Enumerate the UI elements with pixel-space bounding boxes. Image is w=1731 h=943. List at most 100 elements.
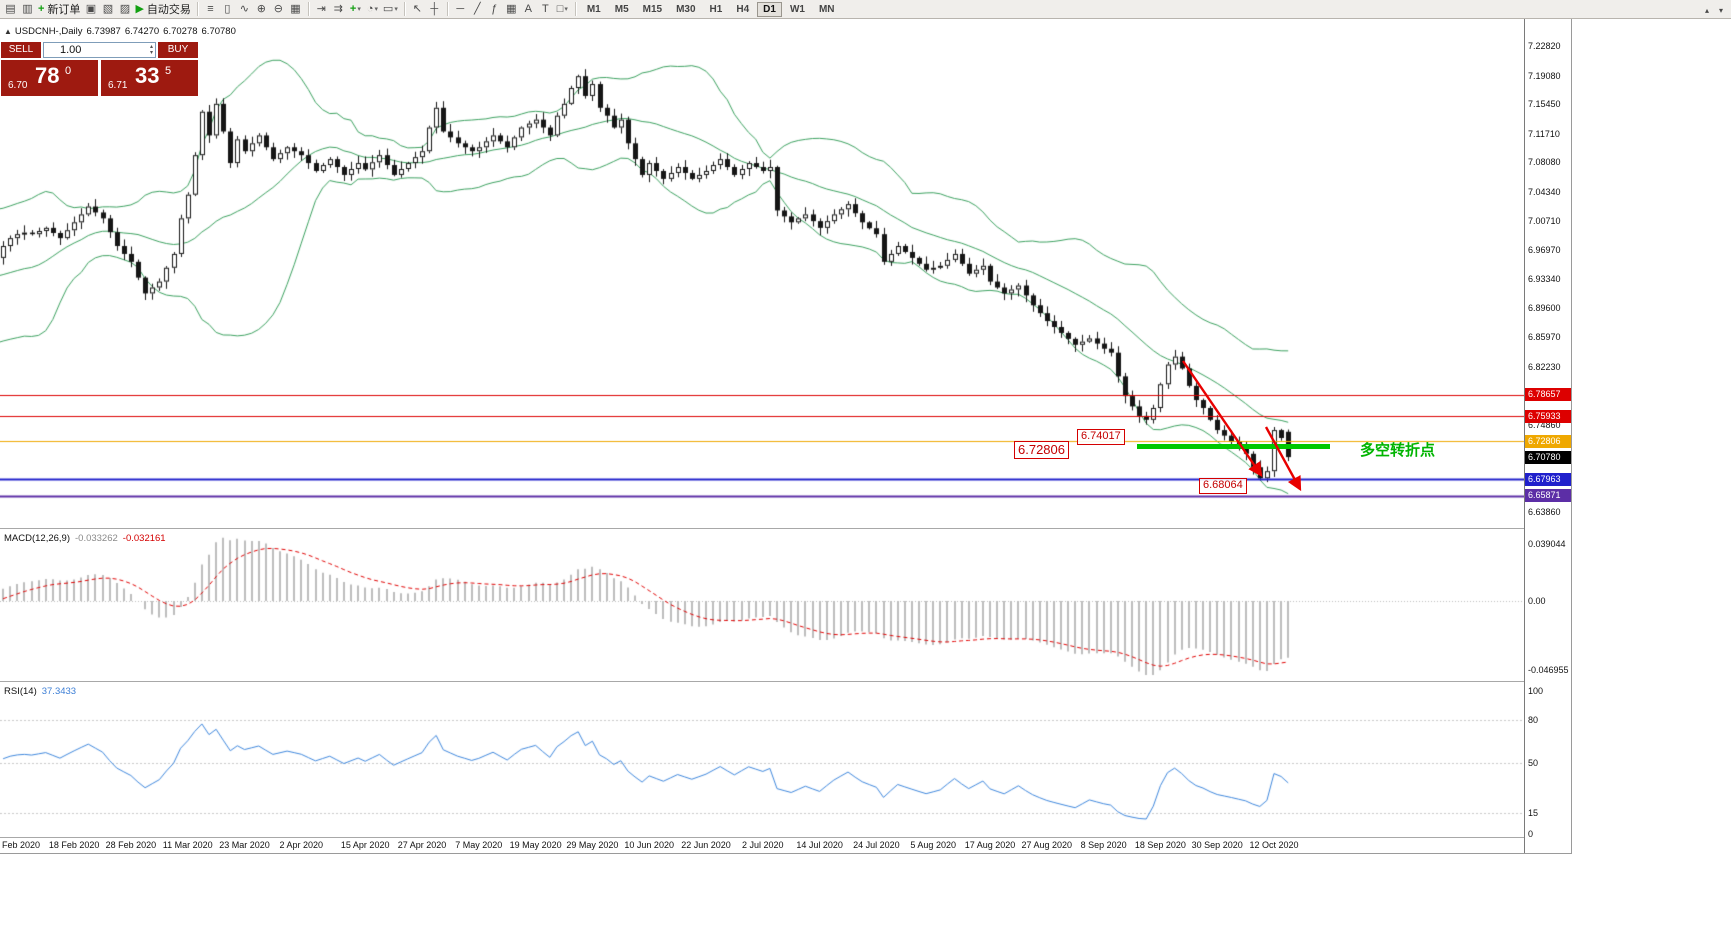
toolbar-collapse-icon[interactable]: ▴: [1704, 5, 1709, 15]
panel-separator[interactable]: [0, 681, 1571, 682]
price-tick: 6.96970: [1528, 245, 1561, 256]
macd-signal-value: -0.032161: [122, 533, 166, 544]
price-label-object[interactable]: 6.72806: [1014, 441, 1069, 460]
date-label: 8 Sep 2020: [1080, 840, 1127, 850]
support-level-line[interactable]: [1137, 444, 1330, 449]
sell-tab[interactable]: SELL: [1, 41, 41, 58]
timeframe-h4-button[interactable]: H4: [736, 3, 750, 15]
trendline-icon[interactable]: ╱: [474, 3, 481, 15]
rsi-panel-canvas[interactable]: [0, 683, 1524, 837]
macd-axis-tick: 0.039044: [1528, 538, 1566, 549]
date-axis[interactable]: Feb 2020 18 Feb 2020 28 Feb 2020 11 Mar 202…: [0, 838, 1524, 853]
timeframe-m15-button[interactable]: M15: [642, 3, 663, 15]
buy-price-base: 6.71: [108, 80, 128, 91]
chart-window: ▲ USDCNH-,Daily 6.73987 6.74270 6.70278 6.70 7…: [0, 19, 1572, 854]
price-tick: 7.15450: [1528, 99, 1561, 110]
workspace-empty-right: [1572, 19, 1731, 943]
rsi-header: RSI(14) 37.3433: [4, 686, 76, 697]
ohlc-bars-icon[interactable]: ≡: [207, 3, 214, 15]
zoom-in-icon[interactable]: ⊕: [256, 3, 267, 15]
tile-windows-icon[interactable]: ▦: [290, 3, 301, 15]
volume-up-icon[interactable]: ▴: [149, 43, 153, 50]
toolbar-separator: [446, 2, 448, 16]
sell-button[interactable]: 6.70 78 0: [1, 60, 98, 96]
chart-profiles-icon[interactable]: ▥: [22, 3, 33, 15]
date-label: 7 May 2020: [455, 840, 503, 850]
timeframe-m1-button[interactable]: M1: [586, 3, 601, 15]
price-tick: 6.63860: [1528, 506, 1561, 517]
price-tick: 6.82230: [1528, 361, 1561, 372]
panel-separator: [0, 837, 1571, 838]
horizontal-line-icon[interactable]: ─: [456, 3, 465, 15]
ohlc-open: 6.73987: [86, 26, 121, 37]
new-chart-icon[interactable]: ▤: [5, 3, 16, 15]
volume-input[interactable]: 1.00 ▴ ▾: [43, 41, 156, 58]
timeframe-mn-button[interactable]: MN: [818, 3, 835, 15]
price-label-object[interactable]: 6.74017: [1077, 429, 1125, 445]
top-toolbar: ▤ ▥ + 新订单 ▣ ▧ ▨ ▶ 自动交易 ≡ ▯ ∿ ⊕ ⊖ ▦ ⇥ ⇉ + ▾ ◔ ▾ ▭ ▾ ↖ ┼ ─ ╱ ƒ ▦ A T □ ▾ M1…: [0, 0, 1731, 19]
date-label: 12 Oct 2020: [1249, 840, 1299, 850]
line-chart-icon[interactable]: ∿: [239, 3, 250, 15]
data-window-icon[interactable]: ▧: [102, 3, 114, 15]
price-badge: 6.65871: [1525, 489, 1571, 503]
rsi-axis-tick: 0: [1528, 829, 1534, 839]
ohlc-high: 6.74270: [124, 26, 160, 37]
date-label: 18 Feb 2020: [48, 840, 100, 850]
panel-separator[interactable]: [0, 528, 1571, 529]
templates-button[interactable]: ▭ ▾: [382, 3, 398, 15]
chart-title: USDCNH-,Daily: [14, 26, 83, 37]
rsi-axis-tick: 80: [1528, 714, 1539, 725]
auto-scroll-icon[interactable]: ⇥: [316, 3, 327, 15]
ohlc-low: 6.70278: [163, 26, 198, 37]
shapes-icon[interactable]: □ ▾: [556, 3, 568, 15]
candlestick-chart-icon[interactable]: ▯: [224, 3, 231, 15]
autotrade-button[interactable]: ▶ 自动交易: [135, 3, 191, 16]
price-badge: 6.67963: [1525, 472, 1571, 486]
cursor-icon[interactable]: ↖: [412, 3, 422, 15]
down-arrow-1[interactable]: [1182, 360, 1263, 477]
date-label: 24 Jul 2020: [853, 840, 900, 850]
timeframe-m5-button[interactable]: M5: [614, 3, 629, 15]
one-click-collapse-icon[interactable]: ▲: [4, 27, 12, 36]
price-axis[interactable]: 7.22820 7.19080 7.15450 7.11710 7.08080 7.043…: [1524, 19, 1571, 853]
crosshair-icon[interactable]: ┼: [430, 3, 439, 15]
fibonacci-icon[interactable]: ƒ: [491, 3, 498, 15]
buy-button[interactable]: 6.71 33 5: [101, 60, 198, 96]
volume-value: 1.00: [60, 43, 82, 56]
new-order-button[interactable]: + 新订单: [38, 3, 81, 16]
rsi-axis-tick: 50: [1528, 757, 1539, 768]
sell-price-base: 6.70: [8, 80, 28, 91]
down-arrow-2[interactable]: [1264, 426, 1302, 492]
price-tick: 7.19080: [1528, 70, 1561, 81]
text-icon[interactable]: A: [524, 3, 532, 15]
price-tick: 7.11710: [1528, 128, 1560, 139]
date-label: 29 May 2020: [566, 840, 619, 850]
timeframe-h1-button[interactable]: H1: [709, 3, 723, 15]
price-tick: 6.74860: [1528, 419, 1561, 430]
timeframe-m30-button[interactable]: M30: [676, 3, 696, 15]
periods-button[interactable]: ◔ ▾: [366, 3, 378, 15]
chart-shift-icon[interactable]: ⇉: [333, 3, 344, 15]
rsi-axis-tick: 15: [1528, 807, 1539, 818]
indicators-button[interactable]: + ▾: [349, 3, 361, 15]
timeframe-d1-button[interactable]: D1: [757, 1, 782, 17]
buy-tab[interactable]: BUY: [158, 41, 198, 58]
market-watch-icon[interactable]: ▣: [85, 3, 97, 15]
text-label-icon[interactable]: T: [541, 3, 549, 15]
navigator-icon[interactable]: ▨: [119, 3, 131, 15]
toolbar-separator: [307, 2, 309, 16]
volume-down-icon[interactable]: ▾: [149, 49, 153, 56]
date-label: 23 Mar 2020: [219, 840, 270, 850]
price-label-object[interactable]: 6.68064: [1199, 478, 1247, 494]
toolbar-more-icon[interactable]: ▾: [1718, 5, 1723, 15]
zoom-out-icon[interactable]: ⊖: [273, 3, 284, 15]
pivot-note-text[interactable]: 多空转折点: [1360, 442, 1436, 459]
sell-price-pipette: 0: [65, 65, 72, 77]
macd-value: -0.033262: [75, 533, 118, 544]
macd-panel-canvas[interactable]: [0, 530, 1524, 681]
price-tick: 6.93340: [1528, 273, 1561, 284]
cycle-lines-icon[interactable]: ▦: [506, 3, 517, 15]
timeframe-w1-button[interactable]: W1: [789, 3, 805, 15]
date-label: 5 Aug 2020: [910, 840, 956, 850]
price-badge: 6.75933: [1525, 409, 1571, 423]
